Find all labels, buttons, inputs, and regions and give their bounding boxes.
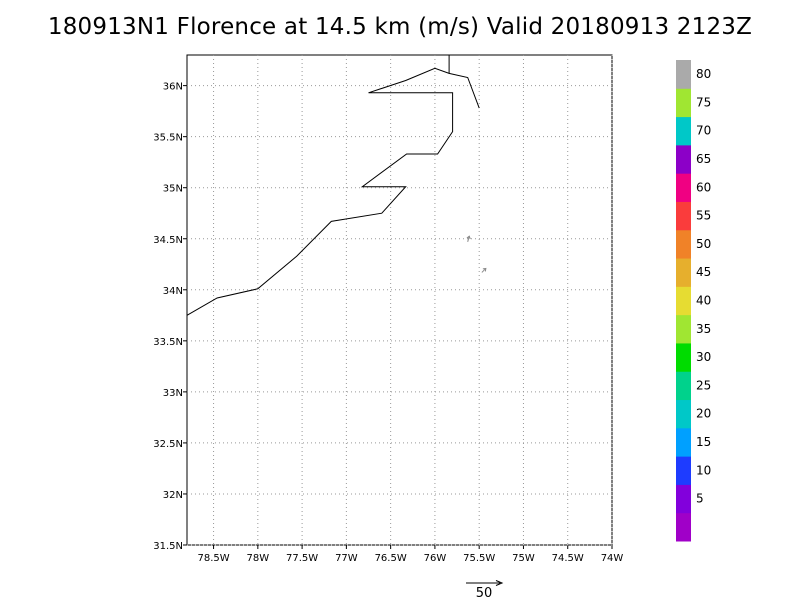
colorbar-label: 60	[696, 180, 711, 194]
lon-tick-label: 74W	[601, 553, 624, 564]
colorbar-segment	[676, 371, 691, 401]
lon-tick-label: 78W	[247, 553, 270, 564]
colorbar-label: 15	[696, 435, 711, 449]
lat-tick-label: 33N	[163, 388, 183, 399]
lon-tick-label: 77W	[335, 553, 358, 564]
map-frame	[186, 54, 613, 546]
colorbar-segment	[676, 116, 691, 146]
lon-tick-label: 78.5W	[197, 553, 229, 564]
colorbar-label: 10	[696, 463, 711, 477]
colorbar-label: 50	[696, 237, 711, 251]
wind-vector	[467, 236, 470, 242]
reference-vector-arrowhead	[495, 580, 504, 586]
lat-tick-label: 34.5N	[153, 235, 183, 246]
coastline-path	[186, 67, 480, 316]
reference-vector: 50	[466, 580, 504, 600]
colorbar-segment	[676, 399, 691, 429]
colorbar-segment	[676, 484, 691, 514]
colorbar-label: 5	[696, 492, 704, 506]
lon-tick-label: 77.5W	[286, 553, 318, 564]
lon-tick-label: 75W	[512, 553, 535, 564]
colorbar-segment	[676, 314, 691, 344]
colorbar-label: 80	[696, 67, 711, 81]
lat-tick-label: 34N	[163, 286, 183, 297]
wind-vector-head	[482, 267, 487, 272]
lon-tick-label: 76.5W	[375, 553, 407, 564]
map-grid	[183, 55, 613, 549]
coastline	[186, 55, 480, 316]
colorbar-label: 75	[696, 95, 711, 109]
lon-tick-label: 74.5W	[552, 553, 584, 564]
longitude-labels: 78.5W 78W 77.5W 77W 76.5W 76W 75.5W 75W 74.5W 74W	[197, 553, 623, 564]
lat-tick-label: 32.5N	[153, 439, 183, 450]
lat-tick-label: 36N	[163, 82, 183, 93]
colorbar-segment	[676, 342, 691, 372]
lat-tick-label: 33.5N	[153, 337, 183, 348]
lat-tick-label: 31.5N	[153, 541, 183, 552]
wind-vector	[481, 268, 487, 273]
colorbar-segment	[676, 60, 691, 89]
colorbar-label: 20	[696, 407, 711, 421]
colorbar-segment	[676, 286, 691, 316]
lon-tick-label: 76W	[424, 553, 447, 564]
latitude-labels: 31.5N 32N 32.5N 33N 33.5N 34N 34.5N 35N 35.5N 36N	[153, 82, 183, 552]
colorbar-segment	[676, 258, 691, 287]
lat-tick-label: 35.5N	[153, 133, 183, 144]
colorbar-segment	[676, 144, 691, 174]
colorbar-segment	[676, 201, 691, 231]
colorbar-label: 40	[696, 294, 711, 308]
reference-vector-label: 50	[476, 586, 493, 600]
wind-vector-head	[466, 235, 471, 240]
colorbar-label: 70	[696, 124, 711, 138]
colorbar-segment	[676, 427, 691, 457]
colorbar-label: 65	[696, 152, 711, 166]
lat-tick-label: 32N	[163, 490, 183, 501]
colorbar-segment	[676, 512, 691, 542]
map-title: 180913N1 Florence at 14.5 km (m/s) Valid…	[47, 14, 753, 40]
colorbar-segment	[676, 88, 691, 118]
colorbar-label: 35	[696, 322, 711, 336]
colorbar-label: 45	[696, 265, 711, 279]
colorbar-label: 25	[696, 378, 711, 392]
colorbar-segment	[676, 456, 691, 485]
colorbar-label: 30	[696, 350, 711, 364]
colorbar-segment	[676, 173, 691, 202]
lon-tick-label: 75.5W	[463, 553, 495, 564]
lat-tick-label: 35N	[163, 184, 183, 195]
colorbar-label: 55	[696, 209, 711, 223]
wind-vectors	[466, 235, 487, 273]
colorbar: 5 10 15 20 25 30 35 40 45 50 55 60 65 70 75 80	[676, 60, 711, 542]
colorbar-segment	[676, 229, 691, 259]
